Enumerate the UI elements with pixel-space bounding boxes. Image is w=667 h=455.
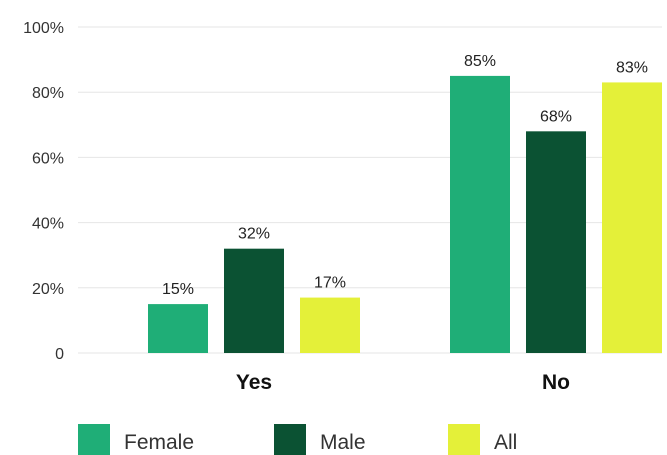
category-labels: Yes No xyxy=(236,371,570,394)
legend-swatch xyxy=(274,424,306,455)
bars xyxy=(148,75,662,354)
data-labels: 15% 32% 17% 85% 68% 83% xyxy=(162,53,648,298)
y-tick-label: 80% xyxy=(32,85,64,102)
category-label: No xyxy=(542,371,570,394)
bar xyxy=(602,82,662,354)
bar xyxy=(526,131,586,353)
bar xyxy=(300,297,360,353)
legend-label: All xyxy=(494,431,517,454)
data-label: 83% xyxy=(616,59,648,76)
category-label: Yes xyxy=(236,371,272,394)
data-label: 68% xyxy=(540,108,572,125)
y-tick-label: 40% xyxy=(32,216,64,233)
bar xyxy=(450,75,510,354)
legend-label: Female xyxy=(124,431,194,454)
data-label: 17% xyxy=(314,275,346,292)
bar xyxy=(148,304,208,353)
y-tick-label: 100% xyxy=(23,20,64,37)
legend: Female Male All xyxy=(78,424,517,455)
data-label: 32% xyxy=(238,226,270,243)
data-label: 85% xyxy=(464,53,496,70)
legend-label: Male xyxy=(320,431,366,454)
legend-swatch xyxy=(448,424,480,455)
bar xyxy=(224,248,284,353)
y-tick-label: 60% xyxy=(32,150,64,167)
y-axis-tick-labels: 0 20% 40% 60% 80% 100% xyxy=(23,20,64,363)
y-tick-label: 20% xyxy=(32,281,64,298)
legend-swatch xyxy=(78,424,110,455)
y-tick-label: 0 xyxy=(55,346,64,363)
data-label: 15% xyxy=(162,281,194,298)
